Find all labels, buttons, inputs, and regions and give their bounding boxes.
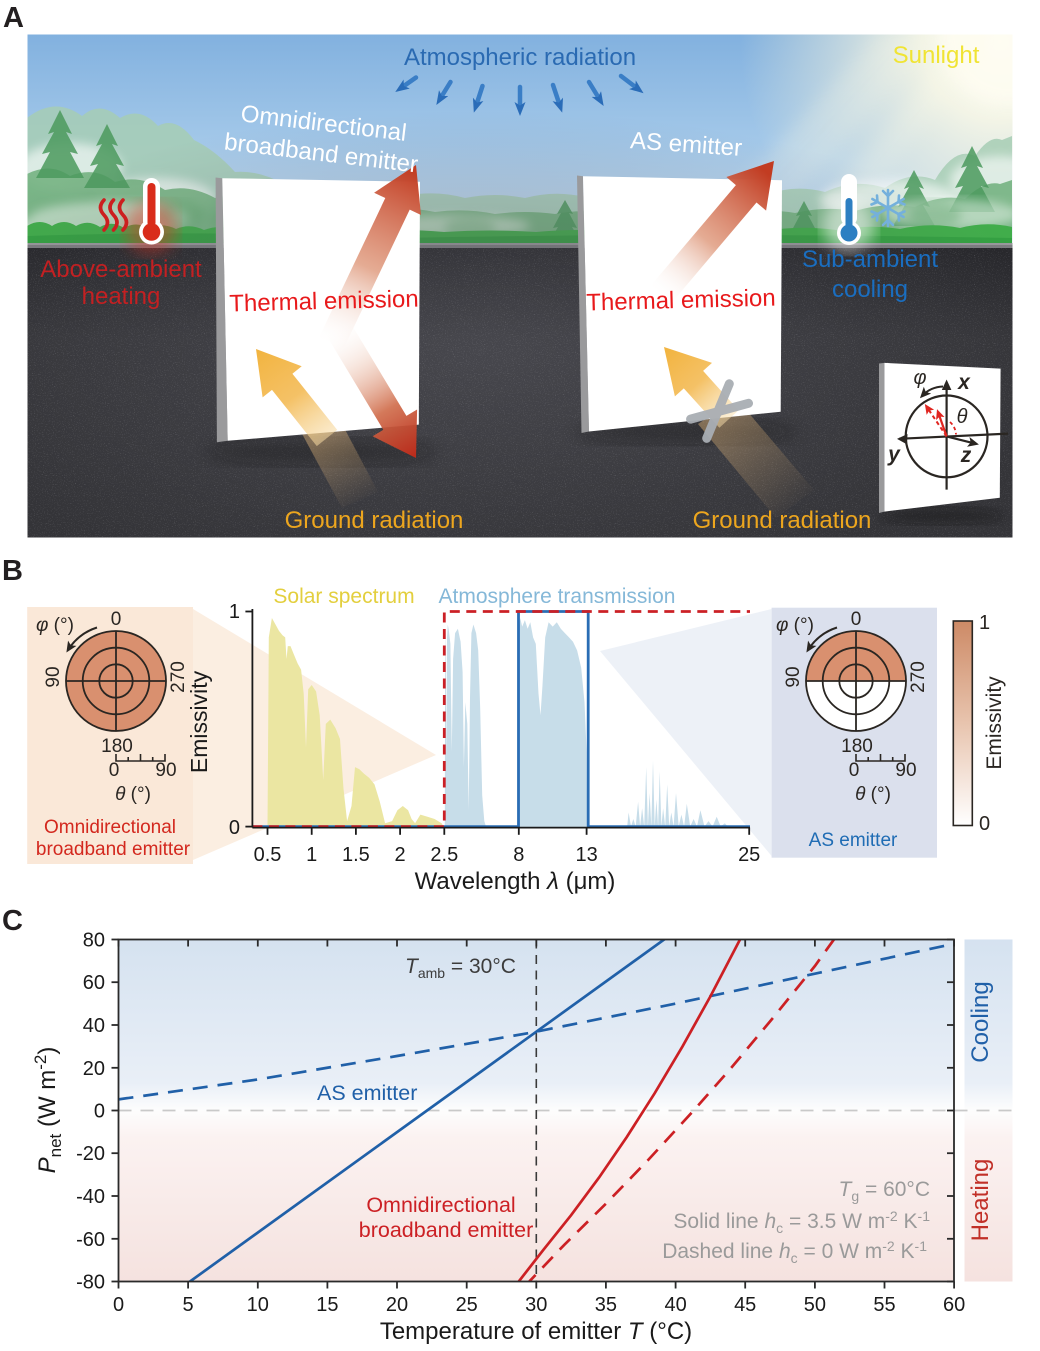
svg-text:90: 90 [155, 760, 176, 781]
svg-text:60: 60 [83, 972, 105, 994]
svg-text:2: 2 [395, 844, 406, 866]
svg-text:B: B [2, 555, 23, 587]
svg-text:90: 90 [895, 760, 916, 781]
svg-text:Sunlight: Sunlight [893, 42, 980, 69]
svg-text:θ (°): θ (°) [115, 784, 151, 805]
svg-text:broadband emitter: broadband emitter [359, 1218, 534, 1242]
svg-text:Cooling: Cooling [967, 981, 994, 1062]
svg-text:1.5: 1.5 [342, 844, 370, 866]
svg-text:Omnidirectional: Omnidirectional [366, 1193, 515, 1217]
svg-text:10: 10 [247, 1294, 269, 1316]
svg-text:θ (°): θ (°) [855, 784, 891, 805]
svg-text:8: 8 [513, 844, 524, 866]
svg-text:z: z [960, 444, 972, 467]
svg-text:Tg = 60°C: Tg = 60°C [839, 1178, 930, 1204]
svg-text:θ: θ [957, 406, 968, 428]
svg-text:φ (°): φ (°) [776, 615, 814, 636]
svg-text:φ: φ [913, 367, 926, 389]
svg-text:90: 90 [783, 666, 804, 687]
svg-text:Emissivity: Emissivity [983, 676, 1006, 770]
svg-text:0: 0 [111, 609, 122, 630]
svg-text:0: 0 [113, 1294, 124, 1316]
svg-text:heating: heating [82, 283, 161, 310]
svg-text:-40: -40 [76, 1186, 105, 1208]
svg-text:-60: -60 [76, 1229, 105, 1251]
svg-text:35: 35 [595, 1294, 617, 1316]
svg-text:Temperature of emitter T (°C): Temperature of emitter T (°C) [380, 1318, 692, 1345]
svg-text:1: 1 [979, 612, 990, 634]
svg-text:0: 0 [849, 760, 860, 781]
svg-text:90: 90 [43, 666, 64, 687]
svg-text:20: 20 [83, 1058, 105, 1080]
svg-text:45: 45 [734, 1294, 756, 1316]
svg-text:25: 25 [738, 844, 760, 866]
svg-text:1: 1 [229, 601, 240, 623]
svg-text:x: x [957, 371, 971, 394]
svg-text:Tamb = 30°C: Tamb = 30°C [405, 955, 516, 981]
svg-text:60: 60 [943, 1294, 965, 1316]
svg-text:270: 270 [168, 661, 189, 693]
svg-text:40: 40 [664, 1294, 686, 1316]
svg-text:50: 50 [804, 1294, 826, 1316]
svg-text:Emissivity: Emissivity [186, 670, 212, 773]
svg-text:Omnidirectional: Omnidirectional [44, 817, 176, 838]
svg-text:φ (°): φ (°) [36, 615, 74, 636]
svg-text:A: A [3, 2, 24, 34]
svg-text:25: 25 [456, 1294, 478, 1316]
svg-text:C: C [2, 905, 23, 937]
svg-text:broadband emitter: broadband emitter [36, 839, 191, 860]
svg-text:Thermal emission: Thermal emission [586, 285, 776, 317]
svg-text:30: 30 [525, 1294, 547, 1316]
svg-text:Sub-ambient: Sub-ambient [802, 246, 938, 273]
svg-text:AS emitter: AS emitter [317, 1081, 417, 1105]
svg-text:Above-ambient: Above-ambient [40, 256, 202, 283]
svg-text:15: 15 [316, 1294, 338, 1316]
svg-text:y: y [887, 443, 901, 466]
svg-text:2.5: 2.5 [430, 844, 458, 866]
svg-text:Heating: Heating [967, 1159, 994, 1242]
svg-text:Ground radiation: Ground radiation [285, 507, 464, 534]
svg-text:0: 0 [229, 817, 240, 839]
svg-text:AS emitter: AS emitter [809, 830, 898, 851]
svg-text:Pnet (W m-2): Pnet (W m-2) [31, 1047, 65, 1174]
svg-text:0: 0 [109, 760, 120, 781]
svg-text:180: 180 [841, 736, 873, 757]
svg-text:0.5: 0.5 [254, 844, 282, 866]
svg-text:180: 180 [101, 736, 133, 757]
svg-text:270: 270 [908, 661, 929, 693]
svg-text:0: 0 [851, 609, 862, 630]
svg-text:5: 5 [183, 1294, 194, 1316]
svg-text:Atmospheric radiation: Atmospheric radiation [404, 44, 636, 71]
svg-text:Wavelength λ (μm): Wavelength λ (μm) [415, 868, 616, 895]
svg-text:40: 40 [83, 1015, 105, 1037]
svg-text:80: 80 [83, 930, 105, 952]
svg-text:Atmosphere transmission: Atmosphere transmission [439, 585, 676, 608]
svg-text:0: 0 [94, 1101, 105, 1123]
svg-text:-20: -20 [76, 1143, 105, 1165]
svg-text:1: 1 [306, 844, 317, 866]
svg-text:13: 13 [575, 844, 597, 866]
svg-text:Solar spectrum: Solar spectrum [273, 585, 414, 608]
svg-text:Thermal emission: Thermal emission [229, 286, 419, 318]
svg-text:Ground radiation: Ground radiation [693, 507, 872, 534]
svg-text:20: 20 [386, 1294, 408, 1316]
svg-text:0: 0 [979, 813, 990, 835]
svg-text:55: 55 [873, 1294, 895, 1316]
svg-text:cooling: cooling [832, 276, 908, 303]
svg-text:-80: -80 [76, 1272, 105, 1294]
